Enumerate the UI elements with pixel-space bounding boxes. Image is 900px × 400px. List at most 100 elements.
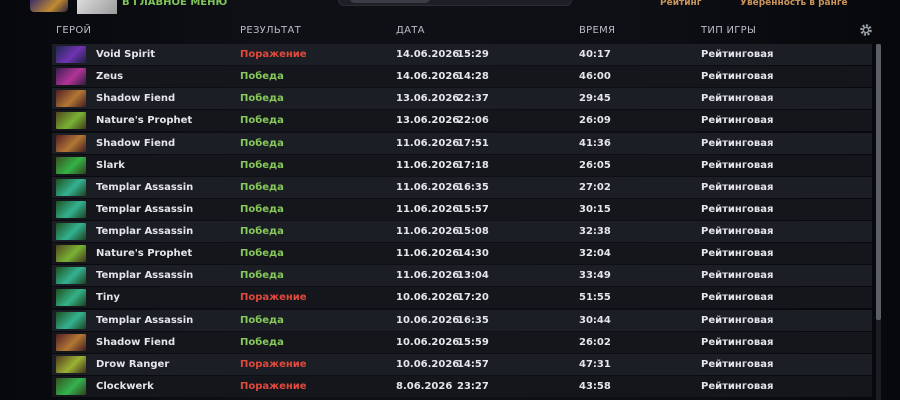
match-start-time: 14:28 bbox=[457, 71, 489, 83]
hero-icon bbox=[56, 178, 86, 196]
hero-icon bbox=[56, 134, 86, 152]
match-date: 10.06.2026 bbox=[396, 336, 460, 348]
hero-icon bbox=[56, 68, 86, 86]
match-result: Победа bbox=[240, 159, 284, 171]
game-mode: Рейтинговая bbox=[701, 49, 774, 60]
match-row[interactable]: Clockwerk Поражение 8.06.2026 23:27 43:58 Рей… bbox=[52, 375, 872, 397]
match-row[interactable]: Shadow Fiend Победа 11.06.2026 17:51 41:36 Ре… bbox=[52, 132, 872, 154]
match-result: Победа bbox=[240, 336, 284, 348]
game-mode: Рейтинговая bbox=[701, 115, 774, 127]
game-mode: Рейтинговая bbox=[701, 137, 774, 149]
match-row[interactable]: Templar Assassin Победа 11.06.2026 15:08 32:… bbox=[52, 221, 872, 243]
hero-icon bbox=[56, 377, 86, 395]
match-duration: 30:44 bbox=[579, 314, 611, 326]
match-row[interactable]: Shadow Fiend Победа 13.06.2026 22:37 29:45 Ре… bbox=[52, 88, 872, 110]
hero-name: Shadow Fiend bbox=[96, 336, 176, 348]
match-result: Победа bbox=[240, 115, 284, 127]
match-result: Победа bbox=[240, 203, 284, 215]
match-row[interactable]: Nature's Prophet Победа 13.06.2026 22:06 26:… bbox=[52, 110, 872, 132]
match-date: 10.06.2026 bbox=[396, 292, 460, 304]
match-duration: 47:31 bbox=[579, 358, 611, 370]
match-result: Победа bbox=[240, 248, 284, 260]
match-duration: 32:38 bbox=[579, 226, 611, 238]
match-result: Победа bbox=[240, 137, 284, 149]
match-date: 11.06.2026 bbox=[396, 226, 460, 238]
match-start-time: 15:08 bbox=[457, 226, 489, 238]
settings-gear[interactable] bbox=[859, 23, 873, 37]
hero-name: Void Spirit bbox=[96, 49, 156, 60]
match-row[interactable]: Templar Assassin Победа 11.06.2026 13:04 33:… bbox=[52, 265, 872, 287]
hero-icon bbox=[56, 333, 86, 351]
hero-name: Templar Assassin bbox=[96, 181, 194, 193]
column-header[interactable]: ВРЕМЯ bbox=[579, 25, 616, 36]
column-header[interactable]: ГЕРОЙ bbox=[56, 25, 92, 36]
game-mode: Рейтинговая bbox=[701, 226, 774, 238]
match-date: 10.06.2026 bbox=[396, 314, 460, 326]
hero-icon bbox=[56, 267, 86, 285]
back-button[interactable]: В ГЛАВНОЕ МЕНЮ bbox=[122, 0, 228, 8]
game-mode: Рейтинговая bbox=[701, 292, 774, 304]
hero-icon bbox=[56, 355, 86, 373]
match-row[interactable]: Tiny Поражение 10.06.2026 17:20 51:55 Рейтинг… bbox=[52, 287, 872, 309]
match-duration: 33:49 bbox=[579, 270, 611, 282]
match-start-time: 14:30 bbox=[457, 248, 489, 260]
hero-name: Nature's Prophet bbox=[96, 248, 193, 260]
match-result: Поражение bbox=[240, 292, 307, 304]
hero-name: Nature's Prophet bbox=[96, 115, 193, 127]
match-row[interactable]: Drow Ranger Поражение 10.06.2026 14:57 47:31… bbox=[52, 353, 872, 375]
match-duration: 46:00 bbox=[579, 71, 611, 83]
match-result: Победа bbox=[240, 181, 284, 193]
game-mode: Рейтинговая bbox=[701, 203, 774, 215]
hero-icon bbox=[56, 112, 86, 130]
hero-name: Zeus bbox=[96, 71, 124, 83]
avatar bbox=[77, 0, 117, 14]
column-header[interactable]: РЕЗУЛЬТАТ bbox=[240, 25, 301, 36]
hero-name: Slark bbox=[96, 159, 125, 171]
hero-icon bbox=[56, 156, 86, 174]
match-duration: 26:02 bbox=[579, 336, 611, 348]
match-result: Победа bbox=[240, 93, 284, 105]
match-row[interactable]: Templar Assassin Победа 11.06.2026 16:35 27:… bbox=[52, 176, 872, 198]
hero-name: Shadow Fiend bbox=[96, 93, 176, 105]
match-start-time: 22:06 bbox=[457, 115, 489, 127]
hero-icon bbox=[56, 245, 86, 263]
match-start-time: 14:57 bbox=[457, 358, 489, 370]
match-start-time: 15:29 bbox=[457, 49, 489, 60]
match-start-time: 17:18 bbox=[457, 159, 489, 171]
match-row[interactable]: Slark Победа 11.06.2026 17:18 26:05 Рейтингов… bbox=[52, 154, 872, 176]
hero-portrait bbox=[30, 0, 68, 12]
match-result: Поражение bbox=[240, 358, 307, 370]
match-row[interactable]: Nature's Prophet Победа 11.06.2026 14:30 32:… bbox=[52, 243, 872, 265]
match-row[interactable]: Templar Assassin Победа 10.06.2026 16:35 30:… bbox=[52, 309, 872, 331]
match-row[interactable]: Void Spirit Поражение 14.06.2026 15:29 40:17… bbox=[52, 44, 872, 65]
match-start-time: 23:27 bbox=[457, 380, 489, 392]
match-duration: 41:36 bbox=[579, 137, 611, 149]
match-row[interactable]: Templar Assassin Победа 11.06.2026 15:57 30:… bbox=[52, 198, 872, 220]
match-row[interactable]: Shadow Fiend Победа 10.06.2026 15:59 26:02 Ре… bbox=[52, 331, 872, 353]
hero-name: Shadow Fiend bbox=[96, 137, 176, 149]
hero-icon bbox=[56, 90, 86, 108]
match-result: Победа bbox=[240, 314, 284, 326]
match-start-time: 17:20 bbox=[457, 292, 489, 304]
hero-name: Templar Assassin bbox=[96, 270, 194, 282]
tab[interactable]: Рейтинг bbox=[660, 0, 702, 8]
scrollbar-thumb[interactable] bbox=[876, 44, 881, 320]
match-start-time: 22:37 bbox=[457, 93, 489, 105]
hero-name: Templar Assassin bbox=[96, 203, 194, 215]
game-mode: Рейтинговая bbox=[701, 314, 774, 326]
match-start-time: 15:59 bbox=[457, 336, 489, 348]
match-start-time: 16:35 bbox=[457, 314, 489, 326]
column-header[interactable]: ТИП ИГРЫ bbox=[701, 25, 757, 36]
match-result: Победа bbox=[240, 71, 284, 83]
game-mode: Рейтинговая bbox=[701, 380, 774, 392]
match-date: 14.06.2026 bbox=[396, 71, 460, 83]
match-duration: 26:09 bbox=[579, 115, 611, 127]
tab[interactable]: Уверенность в ранге bbox=[740, 0, 848, 8]
hero-icon bbox=[56, 223, 86, 241]
match-start-time: 17:51 bbox=[457, 137, 489, 149]
tab-switch-active bbox=[350, 0, 430, 3]
match-row[interactable]: Zeus Победа 14.06.2026 14:28 46:00 Рейтингова… bbox=[52, 66, 872, 88]
column-header[interactable]: ДАТА bbox=[396, 25, 425, 36]
hero-icon bbox=[56, 289, 86, 307]
match-result: Победа bbox=[240, 226, 284, 238]
